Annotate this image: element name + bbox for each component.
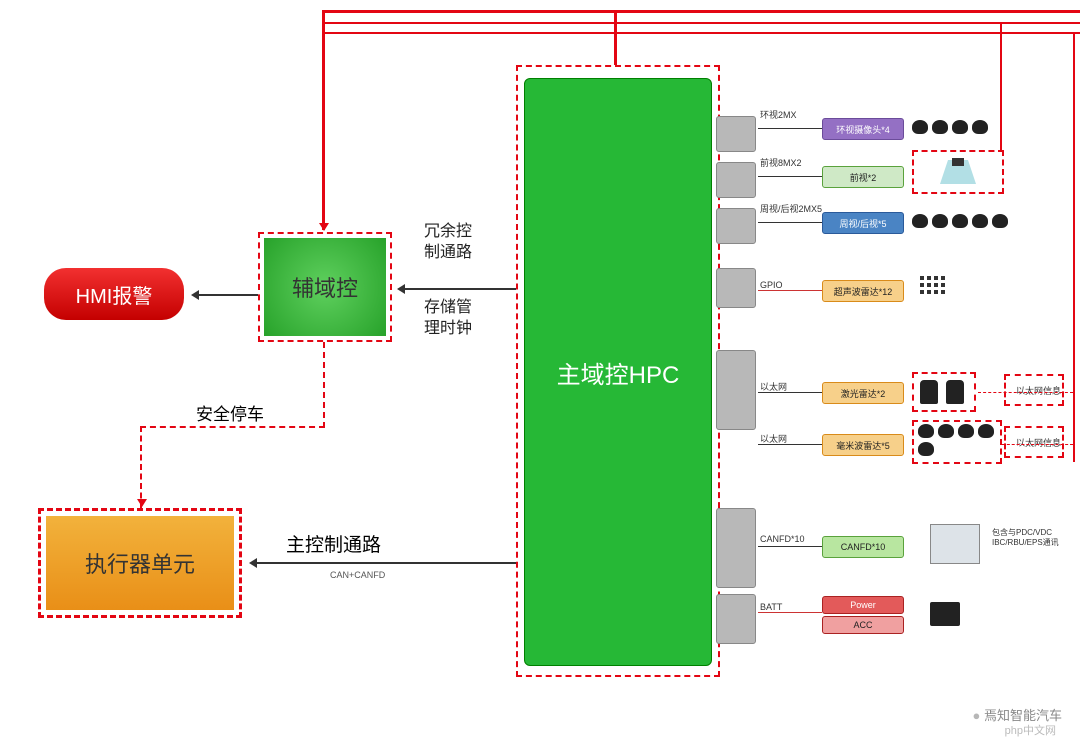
drop-right-1	[1000, 22, 1002, 152]
aux-down-2	[140, 426, 142, 508]
r3-icons	[912, 214, 1008, 228]
safe-stop-label: 安全停车	[196, 400, 264, 425]
r8-pill2: ACC	[822, 616, 904, 634]
r1-conn-label: 环视2MX	[760, 108, 797, 121]
r3-pill: 周视/后视*5	[822, 212, 904, 234]
aux-label: 辅域控	[292, 271, 358, 303]
aux-across	[140, 426, 325, 428]
aux-box: 辅域控	[264, 238, 386, 336]
can-canfd-label: CAN+CANFD	[330, 570, 385, 580]
hpc-to-actuator-line	[252, 562, 516, 564]
top-bus-line-3	[322, 32, 1080, 34]
r7-extra: 包含与PDC/VDC IBC/RBU/EPS通讯	[992, 528, 1059, 547]
drop-to-hpc	[614, 10, 617, 65]
conn-7	[716, 508, 756, 588]
r2-conn-label: 前视8MX2	[760, 156, 802, 169]
hpc-label: 主域控HPC	[557, 355, 680, 390]
r1-icons	[912, 120, 988, 134]
front-cam-icon	[936, 158, 980, 193]
hmi-label: HMI报警	[76, 280, 153, 309]
ecu-icon	[930, 524, 980, 564]
actuator-label: 执行器单元	[85, 547, 195, 579]
drop-right-2	[1073, 32, 1075, 462]
r8-pill1: Power	[822, 596, 904, 614]
hmi-box: HMI报警	[44, 268, 184, 320]
conn-2	[716, 162, 756, 198]
r2-pill: 前视*2	[822, 166, 904, 188]
conn-5	[716, 350, 756, 430]
hpc-to-aux-line	[400, 288, 516, 290]
redundant-label: 冗余控 制通路	[424, 222, 472, 264]
r4-icons	[920, 276, 945, 294]
r7-pill: CANFD*10	[822, 536, 904, 558]
r4-pill: 超声波雷达*12	[822, 280, 904, 302]
actuator-box: 执行器单元	[46, 516, 234, 610]
aux-to-hmi-line	[194, 294, 258, 296]
watermark-site: php中文网	[1005, 722, 1056, 738]
conn-4	[716, 268, 756, 308]
r4-conn-label: GPIO	[760, 280, 783, 290]
top-bus-line-1	[322, 10, 1080, 13]
r5-pill: 激光雷达*2	[822, 382, 904, 404]
aux-down-1	[323, 342, 325, 428]
top-bus-line-2	[322, 22, 1080, 24]
conn-3	[716, 208, 756, 244]
r6-pill: 毫米波雷达*5	[822, 434, 904, 456]
r6-icons	[918, 424, 998, 456]
conn-8	[716, 594, 756, 644]
r3-conn-label: 周视/后视2MX5	[760, 202, 822, 215]
storage-label: 存储管 理时钟	[424, 298, 472, 340]
conn-1	[716, 116, 756, 152]
lidar-icons	[920, 380, 964, 404]
main-path-label: 主控制通路	[286, 530, 381, 557]
r1-pill: 环视摄像头*4	[822, 118, 904, 140]
r8-conn-label: BATT	[760, 602, 782, 612]
drop-to-aux	[322, 10, 325, 230]
r7-conn-label: CANFD*10	[760, 534, 805, 544]
hpc-box: 主域控HPC	[524, 78, 712, 666]
battery-icon	[930, 602, 960, 626]
